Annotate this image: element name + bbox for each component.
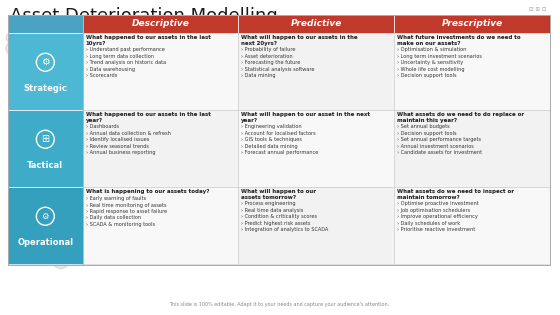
- Circle shape: [6, 33, 15, 42]
- Bar: [83, 110, 239, 187]
- Circle shape: [58, 22, 74, 38]
- Bar: [83, 15, 239, 33]
- Text: › Early warning of faults
› Real time monitoring of assets
› Rapid response to a: › Early warning of faults › Real time mo…: [86, 196, 167, 227]
- Text: What will happen to our
assets tomorrow?: What will happen to our assets tomorrow?: [241, 189, 316, 200]
- Circle shape: [66, 208, 74, 216]
- Text: ⊟ ⊞ ⊡: ⊟ ⊞ ⊡: [529, 7, 546, 12]
- Text: › Process engineering
› Real time data analysis
› Condition & criticality scores: › Process engineering › Real time data a…: [241, 201, 329, 232]
- Circle shape: [13, 187, 24, 197]
- Text: › Understand past performance
› Long term data collection
› Trend analysis on hi: › Understand past performance › Long ter…: [86, 47, 166, 78]
- Bar: [8, 15, 83, 33]
- Bar: [8, 110, 83, 187]
- Bar: [239, 15, 394, 33]
- Circle shape: [40, 210, 58, 228]
- Text: Strategic: Strategic: [24, 84, 67, 93]
- Circle shape: [29, 20, 43, 35]
- Text: ⚙: ⚙: [41, 57, 50, 67]
- Bar: [394, 110, 550, 187]
- Bar: [394, 15, 550, 33]
- Bar: [8, 15, 83, 265]
- Circle shape: [34, 186, 47, 199]
- Bar: [239, 187, 394, 264]
- Text: Tactical: Tactical: [27, 161, 63, 170]
- Text: What assets do we need to do replace or
maintain this year?: What assets do we need to do replace or …: [397, 112, 524, 123]
- Text: What will happen to our asset in the next
year?: What will happen to our asset in the nex…: [241, 112, 370, 123]
- Text: Operational: Operational: [17, 238, 73, 247]
- Text: What happened to our assets in the last
10yrs?: What happened to our assets in the last …: [86, 35, 211, 46]
- Text: › Set annual budgets
› Decision support tools
› Set annual performance targets
›: › Set annual budgets › Decision support …: [397, 124, 482, 155]
- Text: Prescriptive: Prescriptive: [441, 20, 503, 28]
- Bar: [394, 33, 550, 110]
- Circle shape: [6, 42, 19, 55]
- Bar: [394, 187, 550, 264]
- Circle shape: [52, 251, 69, 269]
- Text: What is happening to our assets today?: What is happening to our assets today?: [86, 189, 209, 194]
- Circle shape: [16, 183, 28, 195]
- Circle shape: [50, 219, 57, 226]
- Bar: [83, 33, 239, 110]
- Bar: [239, 33, 394, 110]
- Circle shape: [49, 222, 57, 230]
- Bar: [8, 15, 550, 265]
- Bar: [8, 15, 83, 265]
- Circle shape: [43, 114, 50, 120]
- Bar: [239, 110, 394, 187]
- Circle shape: [52, 181, 64, 193]
- Text: ⚙: ⚙: [41, 212, 49, 221]
- Text: › Engineering validation
› Account for localised factors
› GIS tools & technique: › Engineering validation › Account for l…: [241, 124, 319, 155]
- Text: Asset Deterioration Modelling: Asset Deterioration Modelling: [10, 7, 278, 25]
- Bar: [8, 33, 83, 110]
- Circle shape: [24, 233, 38, 248]
- Text: This slide is 100% editable. Adapt it to your needs and capture your audience's : This slide is 100% editable. Adapt it to…: [169, 302, 389, 307]
- Text: › Optimisation & simulation
› Long term investment scenarios
› Uncertainty & sen: › Optimisation & simulation › Long term …: [397, 47, 482, 78]
- Text: Predictive: Predictive: [291, 20, 342, 28]
- Text: What happened to our assets in the last
year?: What happened to our assets in the last …: [86, 112, 211, 123]
- Text: › Optimise proactive investment
› Job optimisation schedulers
› Improve operatio: › Optimise proactive investment › Job op…: [397, 201, 479, 232]
- Bar: [83, 187, 239, 264]
- Text: What assets do we need to inspect or
maintain tomorrow?: What assets do we need to inspect or mai…: [397, 189, 514, 200]
- Text: What will happen to our assets in the
next 20yrs?: What will happen to our assets in the ne…: [241, 35, 358, 46]
- Text: ⊞: ⊞: [41, 134, 49, 144]
- Text: What future investments do we need to
make on our assets?: What future investments do we need to ma…: [397, 35, 521, 46]
- Circle shape: [38, 65, 46, 73]
- Text: › Dashboards
› Annual data collection & refresh
› Identify localised issues
› Re: › Dashboards › Annual data collection & …: [86, 124, 171, 155]
- Text: Descriptive: Descriptive: [132, 20, 189, 28]
- Circle shape: [71, 16, 87, 32]
- Circle shape: [35, 228, 47, 240]
- Bar: [8, 187, 83, 264]
- Text: › Probability of failure
› Asset deterioration
› Forecasting the future
› Statis: › Probability of failure › Asset deterio…: [241, 47, 315, 78]
